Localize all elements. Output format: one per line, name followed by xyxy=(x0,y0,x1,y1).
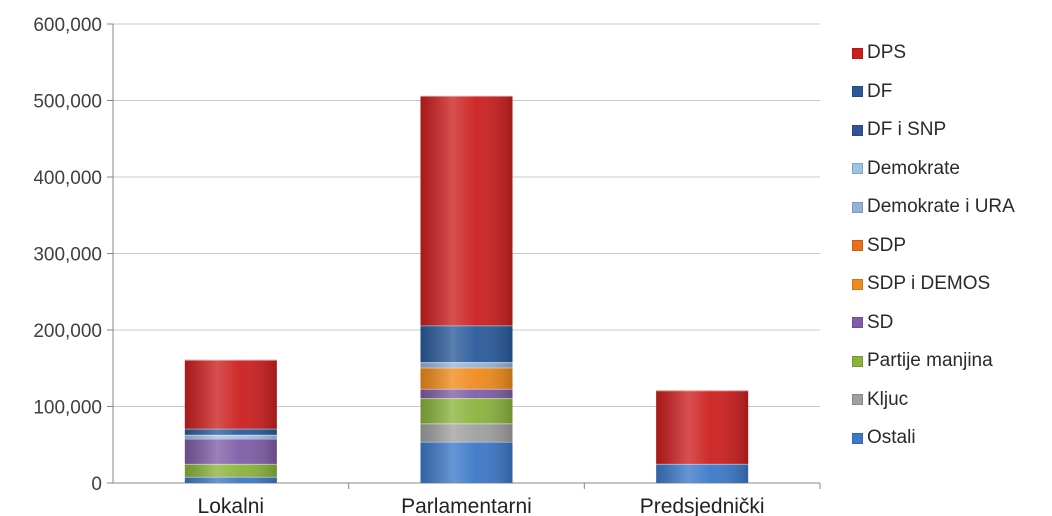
legend-swatch xyxy=(852,86,863,98)
legend-swatch xyxy=(852,317,863,329)
legend-swatch xyxy=(852,201,863,213)
bar-segment-ostali xyxy=(420,441,513,483)
bar-shading xyxy=(184,434,277,439)
legend-label: Partije manjina xyxy=(867,350,993,372)
bar-shading xyxy=(420,325,513,363)
bar-segment-dps xyxy=(656,390,749,464)
legend-item: DPS xyxy=(852,34,1048,73)
bar-segment-df xyxy=(420,325,513,363)
bar-shading xyxy=(184,359,277,429)
legend-item: Partije manjina xyxy=(852,342,1048,381)
bar-shading xyxy=(420,398,513,424)
legend-label: SD xyxy=(867,311,894,333)
y-tick-label: 500,000 xyxy=(33,92,102,113)
bar-segment-df xyxy=(184,428,277,435)
bar-shading xyxy=(184,476,277,483)
x-axis-labels: Lokalni Parlamentarni Predsjednički xyxy=(198,495,765,516)
legend-item: Ostali xyxy=(852,419,1048,458)
legend-label: Ostali xyxy=(867,427,916,449)
bar-shading xyxy=(420,362,513,368)
legend-item: SDP i DEMOS xyxy=(852,265,1048,304)
legend-label: Demokrate i URA xyxy=(867,196,1015,218)
legend-item: Kljuc xyxy=(852,381,1048,420)
legend-item: DF xyxy=(852,73,1048,112)
bar-segment-sd xyxy=(184,438,277,464)
bar-segment-sdp-i-demos xyxy=(420,367,513,389)
x-category-label: Lokalni xyxy=(198,495,265,516)
bar-shading xyxy=(420,388,513,399)
y-tick-label: 600,000 xyxy=(33,15,102,36)
y-tick-label: 0 xyxy=(91,474,102,495)
bar-segment-kljuc xyxy=(420,423,513,442)
bar-shading xyxy=(656,390,749,464)
legend: DPS DF DF i SNP Demokrate Demokrate i URA SDP… xyxy=(852,34,1048,458)
legend-label: SDP xyxy=(867,234,907,256)
legend-label: SDP i DEMOS xyxy=(867,273,991,295)
legend-swatch xyxy=(852,240,863,252)
bar-shading xyxy=(420,95,513,326)
bar-segment-demokrate-i-ura xyxy=(420,362,513,368)
bar-shading xyxy=(184,428,277,435)
bar-segment-dps xyxy=(420,95,513,326)
legend-item: SDP xyxy=(852,227,1048,266)
y-tick-label: 200,000 xyxy=(33,321,102,342)
y-axis-ticks: 0 100,000 200,000 300,000 400,000 500,000 600,… xyxy=(33,15,102,495)
legend-label: Kljuc xyxy=(867,388,909,410)
y-tick-label: 100,000 xyxy=(33,398,102,419)
y-tick-label: 400,000 xyxy=(33,168,102,189)
legend-label: DPS xyxy=(867,42,907,64)
bar-shading xyxy=(184,463,277,477)
y-tick-label: 300,000 xyxy=(33,245,102,266)
legend-swatch xyxy=(852,432,863,444)
legend-item: DF i SNP xyxy=(852,111,1048,150)
bar-segment-sd xyxy=(420,388,513,399)
legend-item: SD xyxy=(852,304,1048,343)
legend-swatch xyxy=(852,163,863,175)
bar-segment-partije-manjina xyxy=(184,463,277,477)
bar-segment-demokrate xyxy=(184,434,277,439)
bar-shading xyxy=(420,367,513,389)
bar-shading xyxy=(184,438,277,464)
x-category-label: Predsjednički xyxy=(640,495,765,516)
legend-swatch xyxy=(852,47,863,59)
bars xyxy=(184,95,749,483)
bar-segment-partije-manjina xyxy=(420,398,513,424)
legend-item: Demokrate xyxy=(852,150,1048,189)
legend-swatch xyxy=(852,278,863,290)
legend-item: Demokrate i URA xyxy=(852,188,1048,227)
legend-label: DF i SNP xyxy=(867,119,947,141)
bar-segment-ostali xyxy=(184,476,277,483)
x-category-label: Parlamentarni xyxy=(401,495,532,516)
bar-segment-ostali xyxy=(656,463,749,483)
legend-label: Demokrate xyxy=(867,157,960,179)
legend-swatch xyxy=(852,394,863,406)
bar-segment-dps xyxy=(184,359,277,429)
legend-swatch xyxy=(852,124,863,136)
legend-label: DF xyxy=(867,80,893,102)
bar-shading xyxy=(420,423,513,442)
bar-shading xyxy=(656,463,749,483)
bar-shading xyxy=(420,441,513,483)
legend-swatch xyxy=(852,355,863,367)
